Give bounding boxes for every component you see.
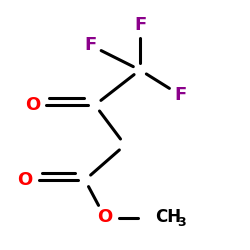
Text: F: F xyxy=(174,86,186,104)
Text: CH: CH xyxy=(155,208,181,226)
Text: F: F xyxy=(84,36,96,54)
Text: 3: 3 xyxy=(177,216,186,230)
Text: F: F xyxy=(134,16,146,34)
Text: O: O xyxy=(25,96,40,114)
Text: O: O xyxy=(18,171,32,189)
Text: O: O xyxy=(98,208,112,226)
